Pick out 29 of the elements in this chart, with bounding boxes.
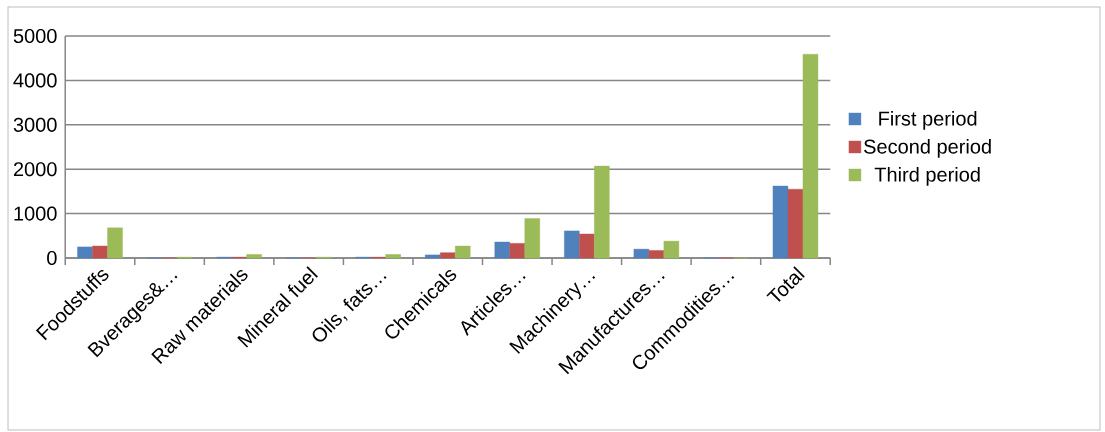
legend-label: Third period xyxy=(874,167,980,186)
bar xyxy=(524,218,540,259)
bar xyxy=(579,233,595,259)
y-tick-label: 5000 xyxy=(13,28,57,44)
bar xyxy=(440,252,456,259)
bar xyxy=(594,165,610,259)
legend-label: Second period xyxy=(864,139,991,158)
y-tick-label: 1000 xyxy=(14,206,57,221)
bar xyxy=(802,54,819,259)
bar xyxy=(246,254,262,259)
bar xyxy=(787,188,804,259)
legend-label: First period xyxy=(879,111,977,130)
bar xyxy=(425,254,441,259)
bar xyxy=(564,230,580,259)
y-tick-label: 3000 xyxy=(13,117,57,132)
bar xyxy=(494,241,510,259)
bar xyxy=(92,245,108,259)
y-tick-label: 4000 xyxy=(13,73,57,88)
bar xyxy=(772,185,789,259)
bar xyxy=(648,250,665,259)
bar xyxy=(455,245,471,259)
bar xyxy=(509,243,525,259)
bar xyxy=(663,240,680,259)
bar xyxy=(107,227,123,259)
y-tick-label: 2000 xyxy=(13,162,57,177)
y-tick-label: 0 xyxy=(47,250,57,266)
bar xyxy=(77,246,93,259)
bar xyxy=(633,248,650,259)
bar xyxy=(385,254,401,259)
